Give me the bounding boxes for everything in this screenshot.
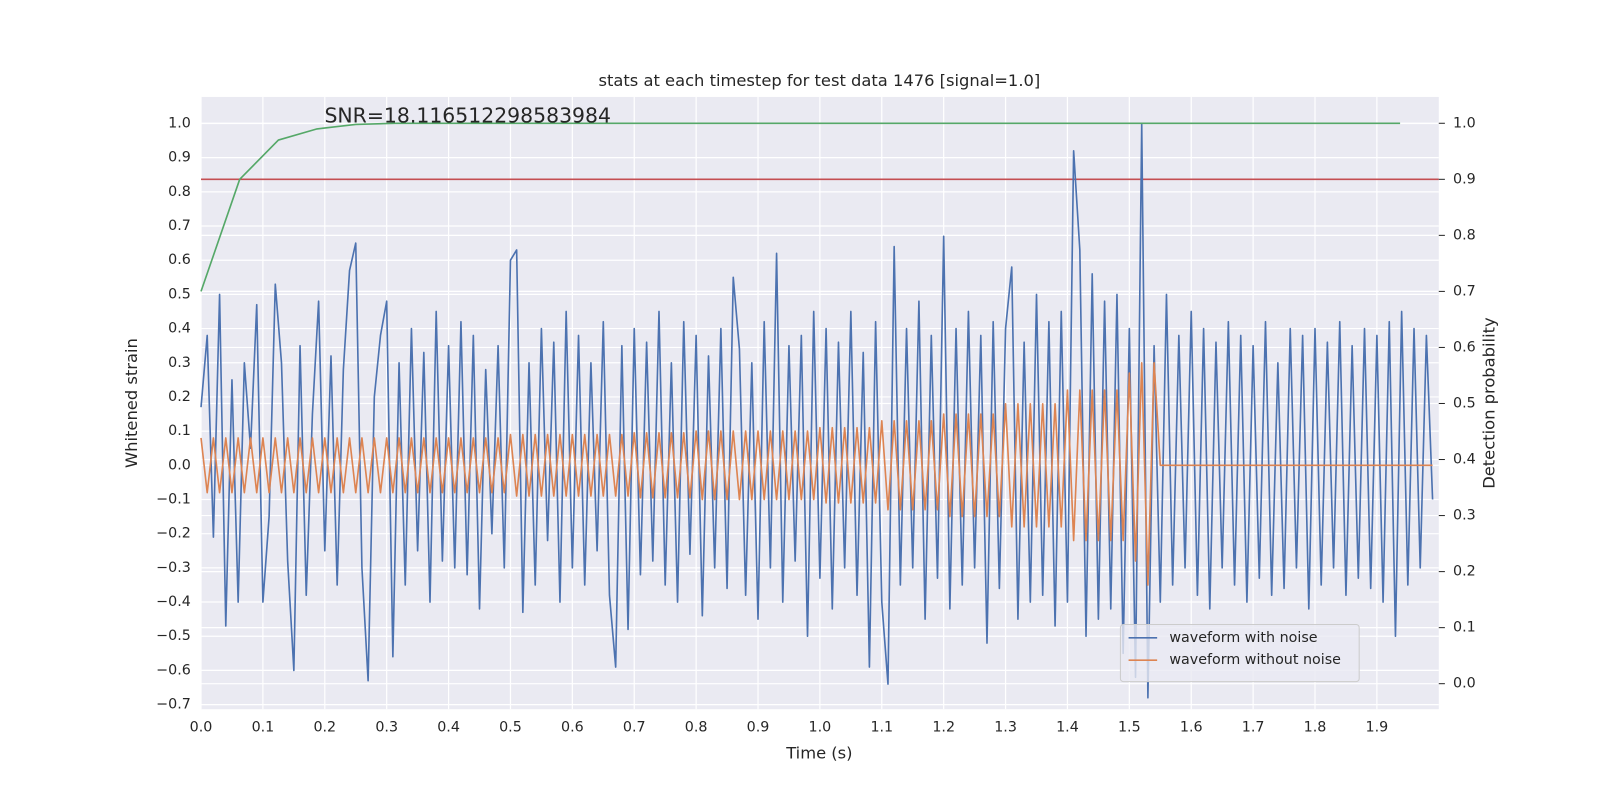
y-tick-label: 0.1 (168, 423, 191, 439)
chart-title: stats at each timestep for test data 147… (599, 71, 1041, 90)
x-axis-label: Time (s) (785, 744, 852, 763)
y-tick-label: 0.6 (168, 252, 191, 268)
x-tick-label: 1.0 (809, 720, 832, 736)
x-tick-label: 1.7 (1242, 720, 1265, 736)
y2-tick-label: 0.6 (1453, 339, 1476, 355)
y-tick-label: 0.8 (168, 184, 191, 200)
y-tick-label: 0.0 (168, 457, 191, 473)
annotation: SNR=18.116512298583984 (324, 103, 610, 127)
x-tick-label: 0.6 (561, 720, 584, 736)
x-tick-label: 1.9 (1366, 720, 1389, 736)
y-tick-label: 0.7 (168, 218, 191, 234)
y-tick-label: −0.6 (156, 662, 191, 678)
line-series (200, 122, 1401, 292)
y-tick-label: 1.0 (168, 115, 191, 131)
x-tick-label: 0.4 (437, 720, 460, 736)
legend-label: waveform with noise (1169, 630, 1317, 646)
line-series (200, 122, 1434, 699)
y-tick-label: −0.3 (156, 560, 191, 576)
y2-tick-label: 0.4 (1453, 452, 1476, 468)
legend-box (1119, 623, 1360, 683)
y2-tick-label: 0.3 (1453, 508, 1476, 524)
y-tick-label: −0.1 (156, 491, 191, 507)
y2-tick-label: 0.1 (1453, 620, 1476, 636)
y-tick-label: −0.7 (156, 697, 191, 713)
line-series (200, 361, 1433, 586)
x-tick-label: 0.2 (313, 720, 336, 736)
x-tick-label: 0.1 (252, 720, 275, 736)
y2-tick-label: 0.2 (1453, 564, 1476, 580)
x-tick-label: 0.5 (499, 720, 522, 736)
y-tick-label: 0.4 (168, 321, 191, 337)
x-tick-label: 1.4 (1056, 720, 1079, 736)
y2-tick-label: 0.7 (1453, 283, 1476, 299)
y-tick-label: 0.9 (168, 150, 191, 166)
x-tick-label: 0.9 (747, 720, 770, 736)
x-tick-label: 0.7 (623, 720, 646, 736)
y-tick-label: −0.5 (156, 628, 191, 644)
x-tick-label: 1.6 (1180, 720, 1203, 736)
y2-axis-label: Detection probability (1479, 317, 1498, 489)
y2-tick-label: 0.0 (1453, 676, 1476, 692)
y-tick-label: 0.2 (168, 389, 191, 405)
y-tick-label: 0.5 (168, 286, 191, 302)
y-tick-label: −0.4 (156, 594, 191, 610)
x-tick-label: 0.8 (685, 720, 708, 736)
y-tick-label: 0.3 (168, 355, 191, 371)
x-tick-label: 1.3 (994, 720, 1017, 736)
x-tick-label: 1.1 (870, 720, 893, 736)
legend: waveform with noise waveform without nois… (1119, 623, 1360, 683)
x-tick-label: 1.8 (1304, 720, 1327, 736)
x-tick-label: 1.2 (932, 720, 955, 736)
y2-tick-label: 1.0 (1453, 115, 1476, 131)
y-axis-label: Whitened strain (122, 338, 141, 468)
legend-label: waveform without noise (1169, 652, 1341, 668)
y-tick-label: −0.2 (156, 526, 191, 542)
grid (200, 96, 1439, 710)
x-tick-label: 0.0 (190, 720, 213, 736)
y2-tick-label: 0.9 (1453, 171, 1476, 187)
y2-tick-label: 0.8 (1453, 227, 1476, 243)
x-tick-label: 0.3 (375, 720, 398, 736)
marks (200, 122, 1439, 699)
x-tick-label: 1.5 (1118, 720, 1141, 736)
y2-tick-label: 0.5 (1453, 395, 1476, 411)
